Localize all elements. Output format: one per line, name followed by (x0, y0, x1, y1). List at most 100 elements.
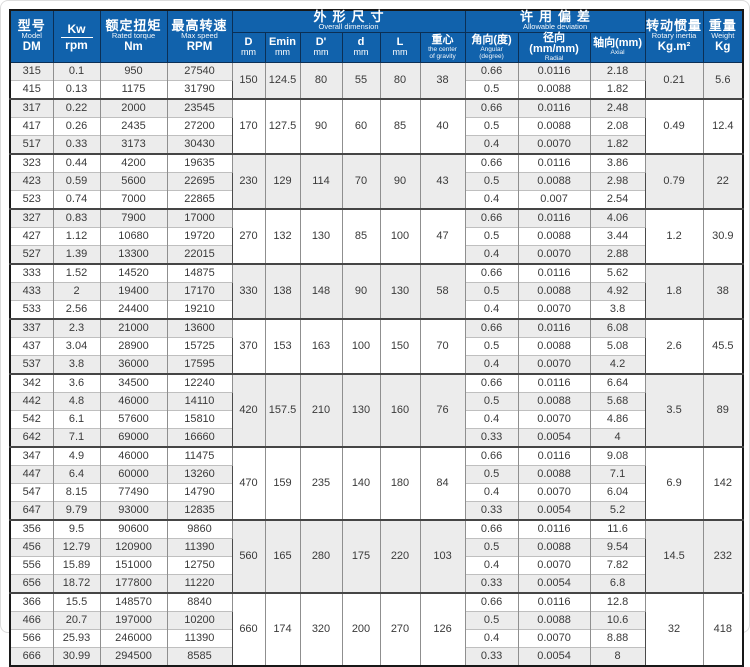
angular-cell: 0.66 (464, 445, 519, 465)
inertia-cell: 1.8 (644, 262, 704, 319)
torque-cell: 14520 (99, 262, 168, 282)
table-row: 456 12.79 120900 11390 0.5 0.0088 9.54 (9, 537, 743, 556)
table-header: 型号 Model DM Kw rpm 额定扭矩 Rated torque Nm … (9, 9, 744, 63)
axial-cell: 2.98 (589, 171, 646, 190)
torque-cell: 7000 (99, 189, 168, 209)
dim-d-minor-unit: mm (353, 47, 369, 57)
table-row: 523 0.74 7000 22865 0.4 0.007 2.54 (9, 189, 743, 209)
angular-cell: 0.33 (464, 500, 519, 520)
radial-cell: 0.0088 (517, 610, 591, 629)
dim-Emin-cell: 159 (264, 445, 301, 520)
kw-cell: 0.22 (52, 97, 101, 117)
angular-cell: 0.4 (464, 189, 519, 209)
dim-d-cell: 100 (341, 317, 381, 374)
torque-cell: 93000 (99, 500, 168, 520)
dim-cg-cell: 58 (419, 262, 466, 319)
table-row: 356 9.5 90600 9860 560 165 280 175 220 103 0.66 0.0… (9, 518, 744, 593)
axial-cell: 6.04 (589, 482, 646, 501)
dim-Dprime-cell: 235 (299, 445, 343, 520)
dim-cg-cell: 43 (419, 152, 466, 209)
header-weight-zh: 重量 (708, 18, 737, 34)
angular-cell: 0.4 (464, 482, 519, 501)
dim-d-cell: 175 (341, 518, 381, 593)
torque-cell: 246000 (99, 628, 168, 647)
header-power: Kw rpm (52, 9, 101, 63)
dim-D-cell: 270 (231, 207, 266, 264)
radial-cell: 0.0088 (517, 226, 591, 245)
model-cell: 642 (9, 427, 54, 447)
axial-cell: 4.86 (589, 409, 646, 428)
table-row: 333 1.52 14520 14875 330 138 148 90 130 58 0.66 0.0… (9, 262, 744, 319)
dim-L-cell: 80 (379, 61, 421, 99)
radial-cell: 0.0054 (517, 573, 591, 593)
torque-cell: 950 (99, 61, 168, 80)
axial-cell: 4.2 (589, 354, 646, 374)
angular-cell: 0.66 (464, 591, 519, 611)
torque-cell: 151000 (99, 555, 168, 574)
dim-L-cell: 150 (379, 317, 421, 374)
dim-cg-cell: 76 (419, 372, 466, 447)
axial-cell: 7.82 (589, 555, 646, 574)
model-cell: 347 (9, 445, 54, 465)
model-cell: 533 (9, 299, 54, 319)
model-cell: 656 (9, 573, 54, 593)
dim-D-cell: 370 (231, 317, 266, 374)
inertia-cell: 0.79 (644, 152, 704, 209)
weight-cell: 22 (702, 152, 744, 209)
header-dev-radial: 径向(mm/mm) Radial (517, 31, 591, 63)
dim-Dprime-cell: 90 (299, 97, 343, 154)
angular-cell: 0.4 (464, 244, 519, 264)
header-torque-unit: Nm (124, 41, 143, 54)
header-model-unit: DM (22, 41, 41, 54)
speed-cell: 17000 (166, 207, 233, 227)
torque-cell: 4200 (99, 152, 168, 172)
radial-cell: 0.0070 (517, 299, 591, 319)
header-dimension-group: 外形尺寸 Overall dimension (231, 9, 466, 33)
model-cell: 556 (9, 555, 54, 574)
dim-dprime-unit: mm (313, 47, 329, 57)
dev-angular-en2: (degree) (479, 52, 504, 60)
table-body: 315 0.1 950 27540 150 124.5 80 55 80 38 0.66 0.0116… (9, 61, 744, 666)
model-cell: 423 (9, 171, 54, 190)
dim-Dprime-cell: 130 (299, 207, 343, 264)
kw-cell: 15.5 (52, 591, 101, 611)
table-row: 647 9.79 93000 12835 0.33 0.0054 5.2 (9, 500, 743, 520)
kw-cell: 0.26 (52, 116, 101, 135)
radial-cell: 0.0116 (517, 61, 591, 80)
radial-cell: 0.0088 (517, 281, 591, 300)
model-cell: 437 (9, 336, 54, 355)
dim-L-cell: 220 (379, 518, 421, 593)
axial-cell: 4.92 (589, 281, 646, 300)
table-row: 327 0.83 7900 17000 270 132 130 85 100 47 0.66 0.01… (9, 207, 744, 264)
axial-cell: 2.48 (589, 97, 646, 117)
header-dev-axial: 轴向(mm) Axial (589, 31, 646, 63)
angular-cell: 0.4 (464, 628, 519, 647)
inertia-cell: 6.9 (644, 445, 704, 520)
radial-cell: 0.0088 (517, 79, 591, 99)
dim-d-cell: 85 (341, 207, 381, 264)
angular-cell: 0.5 (464, 336, 519, 355)
dim-d-cell: 60 (341, 97, 381, 154)
header-torque-zh: 额定扭矩 (105, 18, 162, 34)
speed-cell: 22015 (166, 244, 233, 264)
header-inertia-en: Rotary inertia (651, 31, 697, 41)
kw-cell: 3.8 (52, 354, 101, 374)
axial-cell: 3.8 (589, 299, 646, 319)
header-speed-zh: 最高转速 (171, 18, 228, 34)
torque-cell: 1175 (99, 79, 168, 99)
torque-cell: 21000 (99, 317, 168, 337)
model-cell: 433 (9, 281, 54, 300)
torque-cell: 2435 (99, 116, 168, 135)
model-cell: 327 (9, 207, 54, 227)
torque-cell: 19400 (99, 281, 168, 300)
weight-cell: 232 (702, 518, 744, 593)
kw-cell: 3.04 (52, 336, 101, 355)
dim-Emin-cell: 132 (264, 207, 301, 264)
speed-cell: 15725 (166, 336, 233, 355)
model-cell: 442 (9, 391, 54, 410)
torque-cell: 28900 (99, 336, 168, 355)
dim-D-cell: 150 (231, 61, 266, 99)
speed-cell: 12750 (166, 555, 233, 574)
kw-cell: 2.56 (52, 299, 101, 319)
angular-cell: 0.5 (464, 391, 519, 410)
